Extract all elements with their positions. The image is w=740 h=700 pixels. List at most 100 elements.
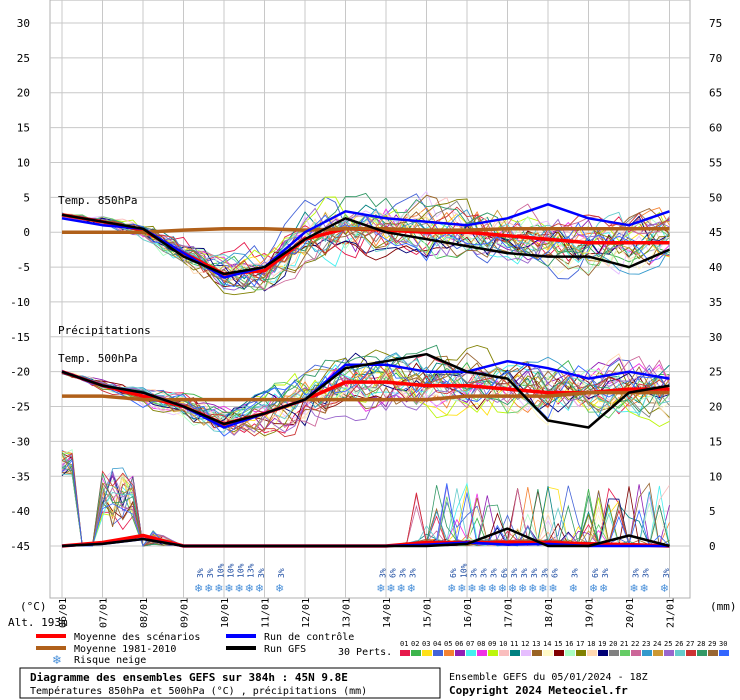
perturbation-id: 20 xyxy=(609,640,617,648)
perturbation-id: 04 xyxy=(433,640,441,648)
x-date-label: 13/01 xyxy=(342,598,353,628)
snowflake-icon: ❄ xyxy=(498,582,507,595)
perturbation-line xyxy=(61,207,670,279)
y-left-tick-label: 25 xyxy=(17,52,30,65)
legend-clim-label: Moyenne 1981-2010 xyxy=(74,644,176,655)
snowflake-icon: ❄ xyxy=(457,582,466,595)
x-date-label: 10/01 xyxy=(220,598,231,628)
perturbation-id: 05 xyxy=(444,640,452,648)
perturbation-id: 23 xyxy=(642,640,650,648)
snowflake-icon: ❄ xyxy=(376,582,385,595)
y-left-tick-label: -45 xyxy=(10,540,30,553)
snow-risk-pct: 10% xyxy=(237,563,246,578)
perturbation-id: 01 xyxy=(400,640,408,648)
snowflake-icon: ❄ xyxy=(569,582,578,595)
perturbation-id: 14 xyxy=(543,640,551,648)
perturbation-id: 11 xyxy=(510,640,518,648)
altitude-label: Alt. 193m xyxy=(8,616,68,629)
perturbation-id: 15 xyxy=(554,640,562,648)
copyright-label: Copyright 2024 Meteociel.fr xyxy=(449,684,628,697)
y-left-tick-label: -25 xyxy=(10,401,30,414)
perturbation-id: 22 xyxy=(631,640,639,648)
series-3-t850-line xyxy=(61,213,670,276)
snowflake-icon: ❄ xyxy=(447,582,456,595)
perturbation-id: 07 xyxy=(466,640,474,648)
y-left-tick-label: 0 xyxy=(23,226,30,239)
snow-risk-pct: 3% xyxy=(631,568,640,578)
chart-subtitle: Températures 850hPa et 500hPa (°C) , pré… xyxy=(30,685,367,697)
perturbation-id: 10 xyxy=(499,640,507,648)
snowflake-icon: ❄ xyxy=(538,582,547,595)
perturbation-id: 24 xyxy=(653,640,661,648)
y-left-tick-label: -30 xyxy=(10,435,30,448)
perturbation-swatch xyxy=(400,650,410,656)
perturbation-swatch xyxy=(466,650,476,656)
snow-risk-pct: 3% xyxy=(642,568,651,578)
title-box xyxy=(19,667,441,699)
snow-risk-row: 3%❄3%❄10%❄10%❄10%❄13%❄3%❄3%❄3%❄6%❄3%❄3%❄… xyxy=(194,563,671,595)
snow-risk-pct: 3% xyxy=(469,568,478,578)
x-date-label: 14/01 xyxy=(382,598,393,628)
y-right-tick-label: 60 xyxy=(709,122,722,135)
perturbation-swatch xyxy=(576,650,586,656)
perturbation-line xyxy=(61,364,670,427)
chart-title: Diagramme des ensembles GEFS sur 384h : … xyxy=(30,671,348,684)
snowflake-icon: ❄ xyxy=(245,582,254,595)
perturbation-line xyxy=(61,196,670,282)
snow-risk-pct: 10% xyxy=(216,563,225,578)
snowflake-icon: ❄ xyxy=(397,582,406,595)
perturbation-line xyxy=(61,352,670,418)
snowflake-icon: ❄ xyxy=(508,582,517,595)
x-date-label: 16/01 xyxy=(463,598,474,628)
snowflake-icon: ❄ xyxy=(275,582,284,595)
x-date-label: 09/01 xyxy=(180,598,191,628)
perturbation-id: 03 xyxy=(422,640,430,648)
series-2-t850-line xyxy=(61,203,670,279)
perturbation-id: 25 xyxy=(664,640,672,648)
legend-mean-label: Moyenne des scénarios xyxy=(74,631,200,643)
perturbation-id: 08 xyxy=(477,640,485,648)
y-left-tick-label: -35 xyxy=(10,470,30,483)
x-date-label: 06/01 xyxy=(58,598,69,628)
y-right-unit: (mm) xyxy=(710,600,737,613)
legend-gfs-label: Run GFS xyxy=(264,644,306,655)
snow-risk-pct: 3% xyxy=(480,568,489,578)
perturbation-swatch xyxy=(422,650,432,656)
snowflake-icon: ❄ xyxy=(224,582,233,595)
snow-risk-pct: 6% xyxy=(591,568,600,578)
y-right-tick-label: 70 xyxy=(709,52,722,65)
y-left-tick-label: 30 xyxy=(17,17,30,30)
perturbation-swatch xyxy=(642,650,652,656)
perturbation-id: 26 xyxy=(675,640,683,648)
snowflake-icon: ❄ xyxy=(407,582,416,595)
x-date-label: 12/01 xyxy=(301,598,312,628)
snowflake-icon: ❄ xyxy=(548,582,557,595)
snowflake-icon: ❄ xyxy=(467,582,476,595)
series-1-t850-line xyxy=(62,226,670,234)
annotation-t500: Temp. 500hPa xyxy=(58,352,137,365)
perturbation-swatch xyxy=(499,650,509,656)
perturbation-id: 16 xyxy=(565,640,573,648)
perturbation-id: 13 xyxy=(532,640,540,648)
snow-risk-pct: 3% xyxy=(662,568,671,578)
perturbation-swatch xyxy=(609,650,619,656)
y-right-tick-label: 25 xyxy=(709,366,722,379)
snow-risk-pct: 3% xyxy=(490,568,499,578)
legend-perts-label: 30 Perts. xyxy=(338,647,392,658)
perturbation-swatch xyxy=(620,650,630,656)
perturbation-swatch xyxy=(598,650,608,656)
snowflake-icon: ❄ xyxy=(194,582,203,595)
legend-snow-label: Risque neige xyxy=(74,655,146,666)
snow-risk-pct: 3% xyxy=(571,568,580,578)
perturbation-swatch xyxy=(587,650,597,656)
y-left-tick-label: -5 xyxy=(17,261,30,274)
perturbation-id: 19 xyxy=(598,640,606,648)
perturbation-swatch xyxy=(664,650,674,656)
snow-risk-pct: 13% xyxy=(247,563,256,578)
x-axis-date-ticks: 06/01 07/01 08/01 09/01 10/01 11/01 12/01 13/01… xyxy=(58,598,677,628)
snowflake-icon: ❄ xyxy=(629,582,638,595)
y-right-tick-label: 45 xyxy=(709,226,722,239)
y-right-tick-label: 30 xyxy=(709,331,722,344)
